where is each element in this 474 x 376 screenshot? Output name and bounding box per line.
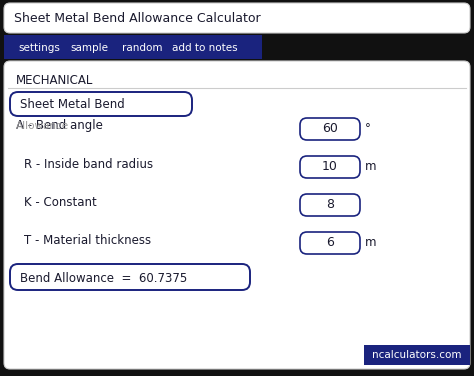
- Text: A - Bend angle: A - Bend angle: [16, 120, 103, 132]
- FancyBboxPatch shape: [10, 92, 192, 116]
- Text: add to notes: add to notes: [172, 43, 237, 53]
- FancyBboxPatch shape: [300, 118, 360, 140]
- FancyBboxPatch shape: [300, 156, 360, 178]
- FancyBboxPatch shape: [10, 264, 250, 290]
- Text: ncalculators.com: ncalculators.com: [372, 350, 462, 360]
- Text: T - Material thickness: T - Material thickness: [24, 233, 151, 247]
- Text: settings: settings: [18, 43, 60, 53]
- Text: sample: sample: [70, 43, 108, 53]
- Text: m: m: [365, 161, 376, 173]
- Bar: [262, 35, 470, 59]
- Text: m: m: [365, 237, 376, 250]
- FancyBboxPatch shape: [300, 232, 360, 254]
- Bar: [364, 345, 470, 365]
- Text: R - Inside band radius: R - Inside band radius: [24, 158, 153, 170]
- Text: K - Constant: K - Constant: [24, 196, 97, 209]
- FancyBboxPatch shape: [4, 61, 470, 369]
- Text: 6: 6: [326, 237, 334, 250]
- Text: Sheet Metal Bend: Sheet Metal Bend: [20, 99, 125, 112]
- Text: MECHANICAL: MECHANICAL: [16, 73, 93, 86]
- Text: random: random: [122, 43, 163, 53]
- Bar: [4, 35, 262, 59]
- Text: Bend Allowance  =  60.7375: Bend Allowance = 60.7375: [20, 271, 187, 285]
- Text: Sheet Metal Bend Allowance Calculator: Sheet Metal Bend Allowance Calculator: [14, 12, 261, 26]
- Text: °: °: [365, 123, 371, 135]
- Text: 8: 8: [326, 199, 334, 211]
- Text: 60: 60: [322, 123, 338, 135]
- Text: 10: 10: [322, 161, 338, 173]
- FancyBboxPatch shape: [4, 3, 470, 33]
- Text: Allowance: Allowance: [16, 121, 69, 131]
- FancyBboxPatch shape: [300, 194, 360, 216]
